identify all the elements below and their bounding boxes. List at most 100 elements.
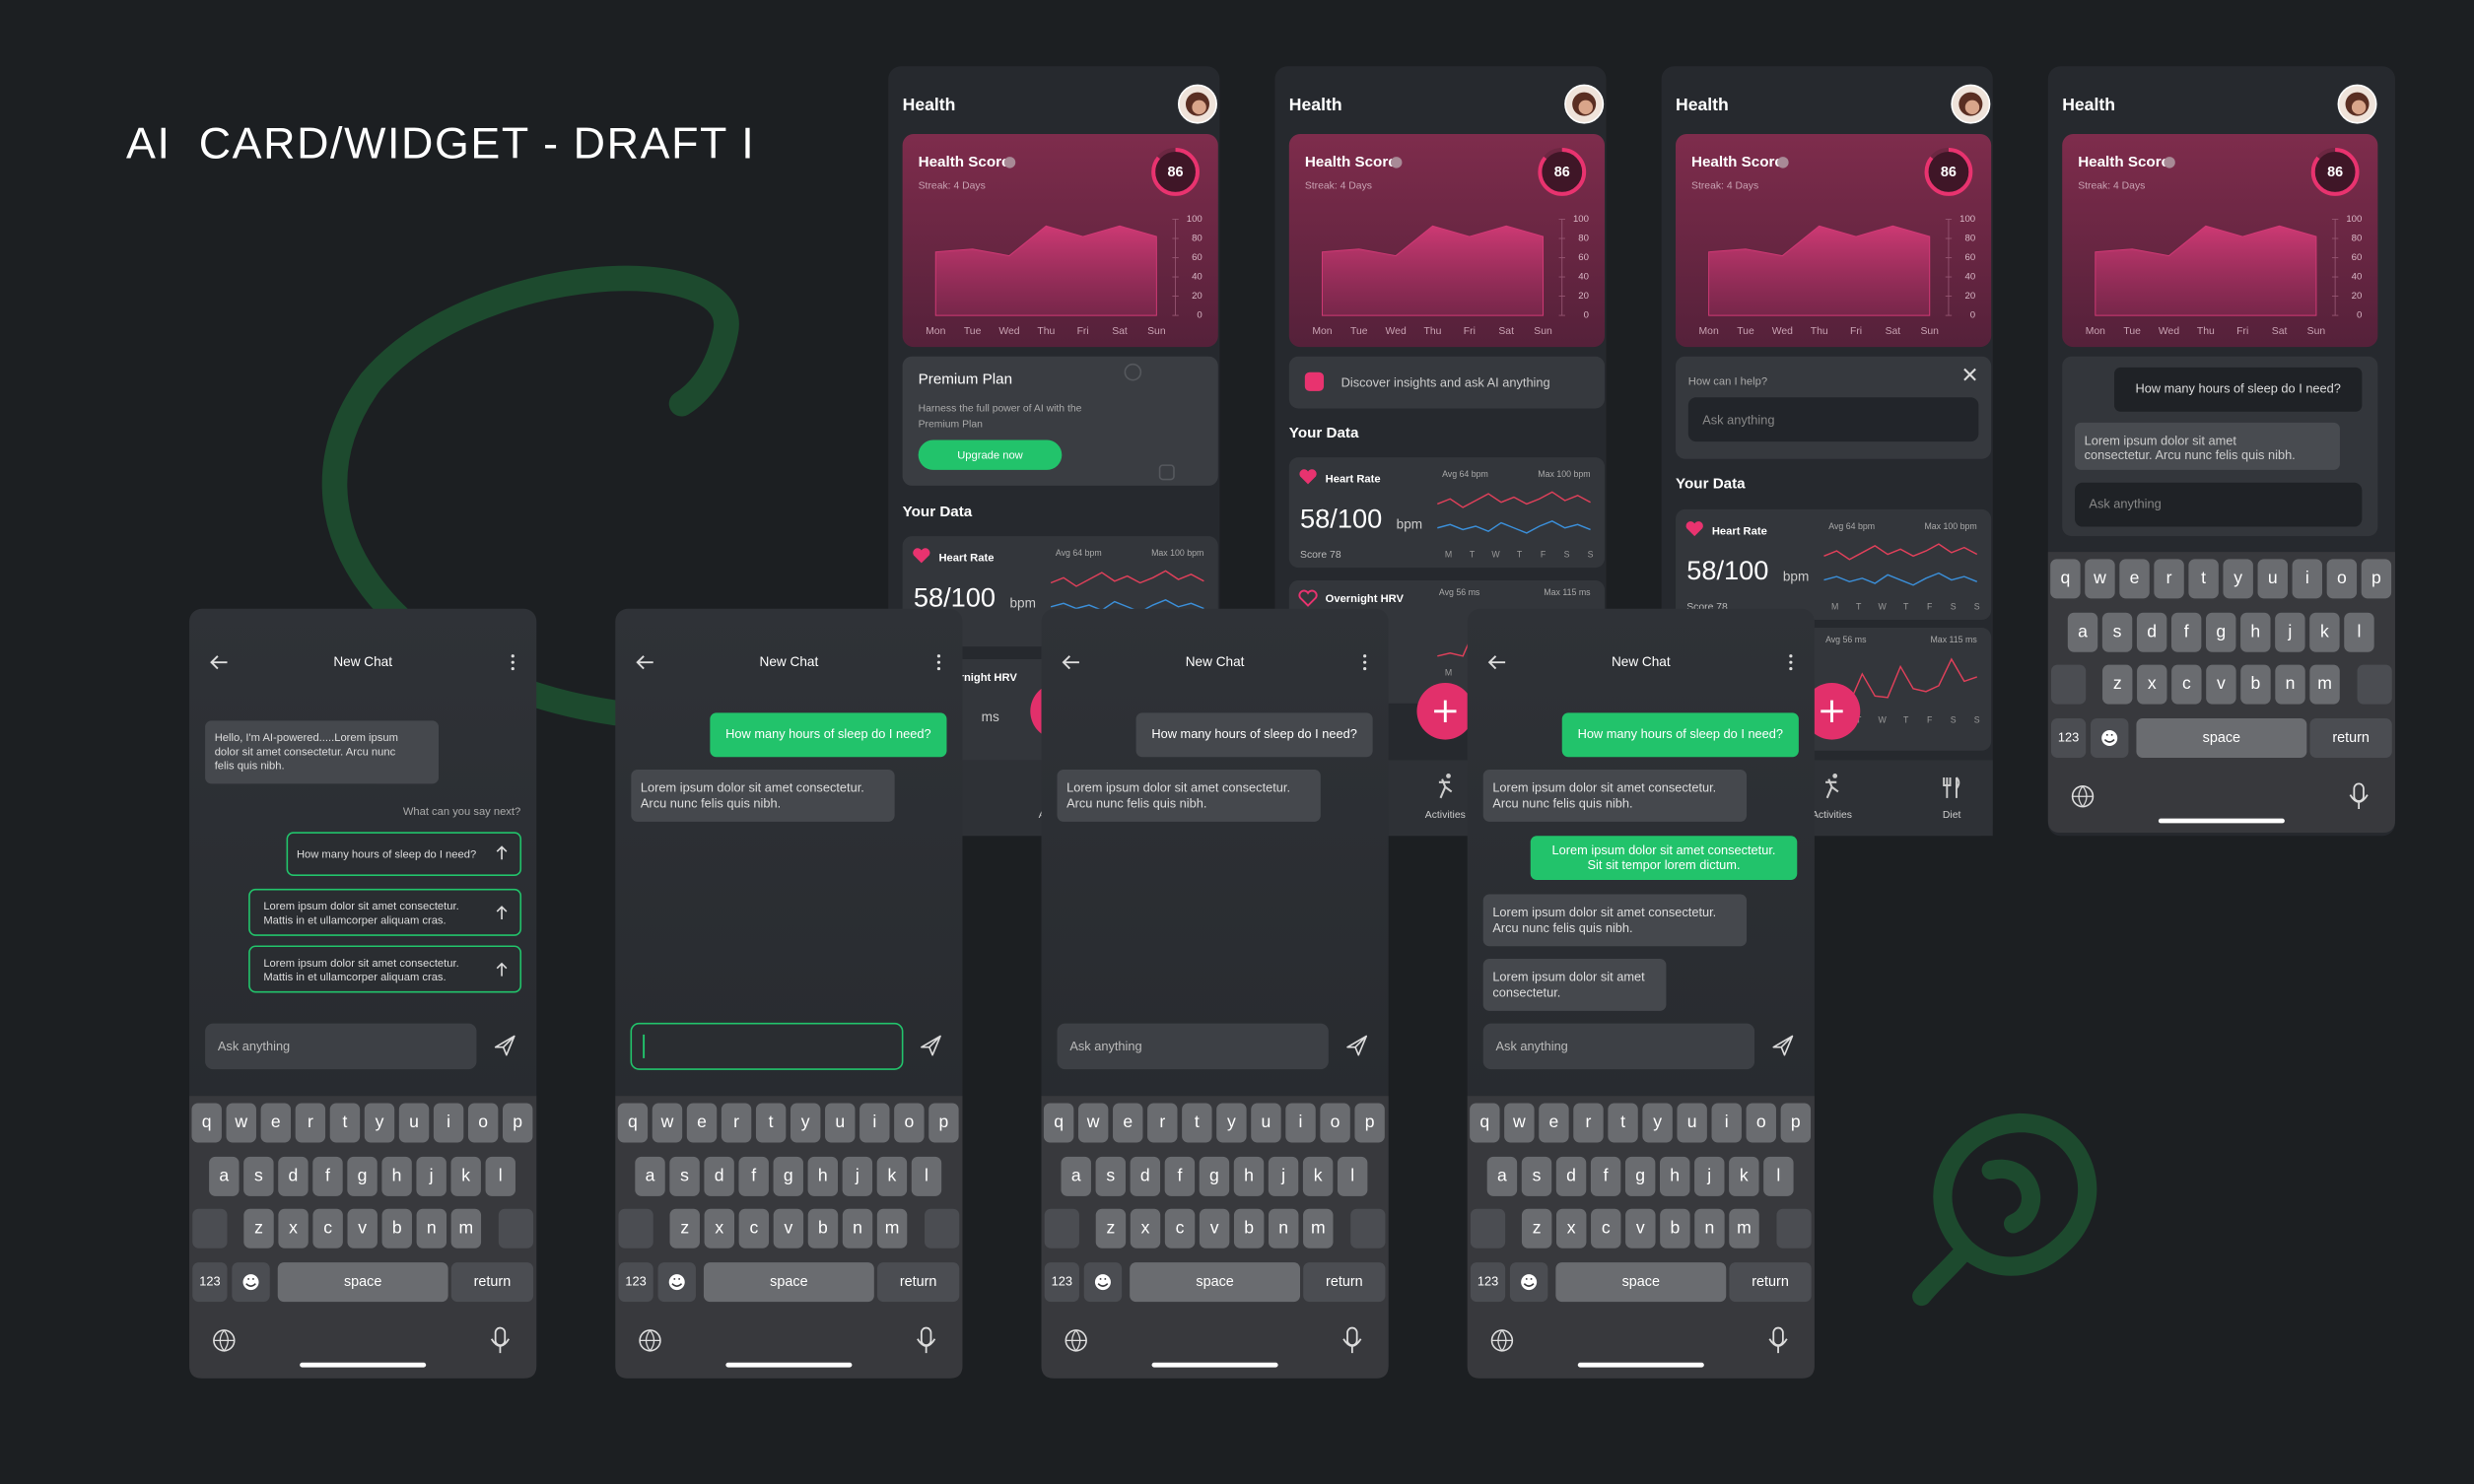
key[interactable]	[1624, 1156, 1656, 1196]
key[interactable]	[1470, 1262, 1506, 1303]
send-icon[interactable]	[1346, 1035, 1368, 1056]
key[interactable]	[1303, 1262, 1386, 1303]
key[interactable]	[381, 1156, 412, 1196]
key[interactable]	[312, 1156, 343, 1196]
input-box[interactable]	[205, 1023, 477, 1070]
key[interactable]	[669, 1208, 700, 1248]
input-box[interactable]	[1057, 1023, 1329, 1070]
key[interactable]	[721, 1103, 752, 1143]
key[interactable]	[2357, 664, 2392, 705]
key[interactable]	[1573, 1103, 1604, 1143]
key[interactable]	[1285, 1103, 1316, 1143]
key[interactable]	[2119, 559, 2150, 599]
key[interactable]	[278, 1156, 309, 1196]
key[interactable]	[1660, 1156, 1690, 1196]
key[interactable]	[1470, 1103, 1500, 1143]
key[interactable]	[226, 1103, 256, 1143]
key[interactable]	[2309, 717, 2392, 759]
key[interactable]	[450, 1156, 481, 1196]
key[interactable]	[2309, 612, 2340, 652]
key[interactable]	[503, 1103, 533, 1143]
key[interactable]	[876, 1156, 908, 1196]
input-box[interactable]	[1687, 397, 1979, 442]
key[interactable]	[1303, 1208, 1334, 1248]
key[interactable]	[1694, 1208, 1725, 1248]
key[interactable]	[925, 1208, 960, 1248]
upgrade-button[interactable]	[918, 439, 1063, 470]
key[interactable]	[1113, 1103, 1143, 1143]
key[interactable]	[1130, 1262, 1301, 1303]
key[interactable]	[1302, 1156, 1334, 1196]
key[interactable]	[669, 1156, 700, 1196]
key[interactable]	[618, 1262, 653, 1303]
key[interactable]	[1591, 1208, 1621, 1248]
send-suggestion-icon[interactable]	[496, 845, 508, 860]
key[interactable]	[773, 1208, 804, 1248]
key[interactable]	[911, 1156, 942, 1196]
key[interactable]	[1608, 1103, 1638, 1143]
key[interactable]	[1470, 1208, 1506, 1248]
key[interactable]	[2240, 664, 2271, 705]
key[interactable]	[1199, 1156, 1230, 1196]
send-icon[interactable]	[1772, 1035, 1794, 1056]
key[interactable]	[1269, 1208, 1299, 1248]
send-suggestion-icon[interactable]	[496, 906, 508, 920]
key[interactable]	[738, 1156, 769, 1196]
key[interactable]	[2257, 559, 2288, 599]
send-icon[interactable]	[921, 1035, 941, 1056]
key[interactable]	[1095, 1156, 1126, 1196]
key[interactable]	[652, 1103, 683, 1143]
input-box[interactable]	[2075, 482, 2363, 527]
key[interactable]	[1660, 1208, 1690, 1248]
key[interactable]	[278, 1208, 309, 1248]
key[interactable]	[825, 1103, 856, 1143]
key[interactable]	[433, 1103, 464, 1143]
key[interactable]	[1147, 1103, 1178, 1143]
key[interactable]	[1746, 1103, 1776, 1143]
key[interactable]	[192, 1208, 228, 1248]
key[interactable]	[842, 1156, 873, 1196]
key[interactable]	[191, 1103, 222, 1143]
key[interactable]	[755, 1103, 787, 1143]
key[interactable]	[209, 1156, 240, 1196]
key[interactable]	[277, 1262, 448, 1303]
key[interactable]	[2171, 664, 2202, 705]
input-box[interactable]	[630, 1022, 904, 1070]
key[interactable]	[842, 1208, 873, 1248]
key[interactable]	[1130, 1156, 1161, 1196]
send-suggestion-icon[interactable]	[496, 962, 508, 977]
key[interactable]	[1043, 1103, 1074, 1143]
nav-label[interactable]: Activities	[1812, 810, 1852, 821]
key[interactable]	[1251, 1103, 1281, 1143]
close-icon[interactable]	[1963, 368, 1976, 381]
key[interactable]	[1677, 1103, 1707, 1143]
key[interactable]	[260, 1103, 292, 1143]
key[interactable]	[1337, 1156, 1368, 1196]
key[interactable]	[1590, 1156, 1621, 1196]
key[interactable]	[2050, 559, 2081, 599]
key[interactable]	[381, 1208, 412, 1248]
key[interactable]	[467, 1103, 499, 1143]
key[interactable]	[329, 1103, 361, 1143]
key[interactable]	[2223, 559, 2253, 599]
key[interactable]	[1164, 1208, 1196, 1248]
nav-label[interactable]: Activities	[1425, 810, 1466, 821]
key[interactable]	[1729, 1208, 1759, 1248]
key[interactable]	[1233, 1208, 1265, 1248]
key[interactable]	[416, 1156, 447, 1196]
key[interactable]	[1504, 1103, 1535, 1143]
back-arrow[interactable]	[1062, 655, 1079, 670]
key[interactable]	[790, 1103, 821, 1143]
key[interactable]	[1486, 1156, 1518, 1196]
key[interactable]	[1521, 1156, 1552, 1196]
key[interactable]	[2188, 559, 2219, 599]
key[interactable]	[1199, 1208, 1230, 1248]
key[interactable]	[2102, 664, 2133, 705]
key[interactable]	[2170, 612, 2202, 652]
back-arrow[interactable]	[210, 655, 228, 670]
key[interactable]	[2361, 559, 2392, 599]
key[interactable]	[1729, 1156, 1759, 1196]
key[interactable]	[1521, 1208, 1552, 1248]
key[interactable]	[2292, 559, 2323, 599]
key[interactable]	[312, 1208, 343, 1248]
